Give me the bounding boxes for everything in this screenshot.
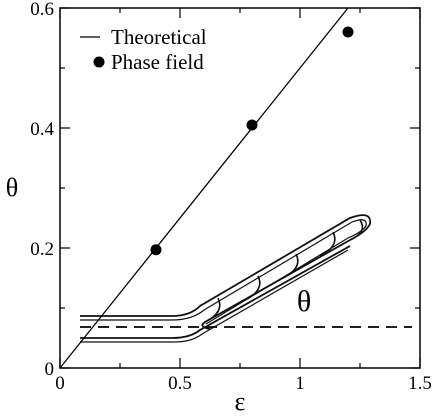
legend: Theoretical Phase field	[80, 25, 207, 74]
x-tick-label: 0.5	[168, 373, 192, 394]
inset-theta-label: θ	[297, 285, 311, 318]
y-tick-label: 0.2	[30, 239, 54, 260]
data-point-phase-field	[150, 244, 162, 256]
inset-shape-outline	[349, 219, 364, 241]
inset-crystal-shape	[80, 214, 372, 343]
x-tick-label: 1.5	[408, 373, 432, 394]
inset-shape-outline	[80, 249, 349, 343]
data-point-phase-field	[246, 119, 258, 131]
x-tick-label: 0	[55, 373, 65, 394]
data-point-phase-field	[342, 26, 354, 38]
y-tick-label: 0.4	[30, 119, 54, 140]
inset-shape-outline	[319, 231, 336, 257]
series-phase-field-points	[150, 26, 354, 256]
legend-theoretical-label: Theoretical	[111, 25, 207, 49]
inset-shape-outline	[80, 245, 351, 339]
x-axis-label: ε	[235, 387, 246, 416]
inset-shape-outline	[80, 214, 372, 330]
inset-shape-outline	[244, 275, 261, 301]
inset-shape-outline	[204, 297, 221, 323]
legend-phase-field-label: Phase field	[111, 50, 204, 74]
y-axis-label: θ	[6, 173, 18, 202]
inset-shape-outline	[282, 253, 299, 279]
inset-shape-outline	[80, 219, 367, 325]
y-tick-label: 0	[45, 359, 55, 380]
x-tick-label: 1	[295, 373, 305, 394]
y-tick-labels: 0 0.2 0.4 0.6	[30, 0, 54, 380]
series-theoretical-line	[59, 7, 349, 369]
legend-phase-field-swatch	[93, 56, 105, 68]
y-tick-label: 0.6	[30, 0, 54, 20]
x-tick-labels: 0 0.5 1 1.5	[55, 373, 432, 394]
axis-ticks	[59, 7, 421, 369]
